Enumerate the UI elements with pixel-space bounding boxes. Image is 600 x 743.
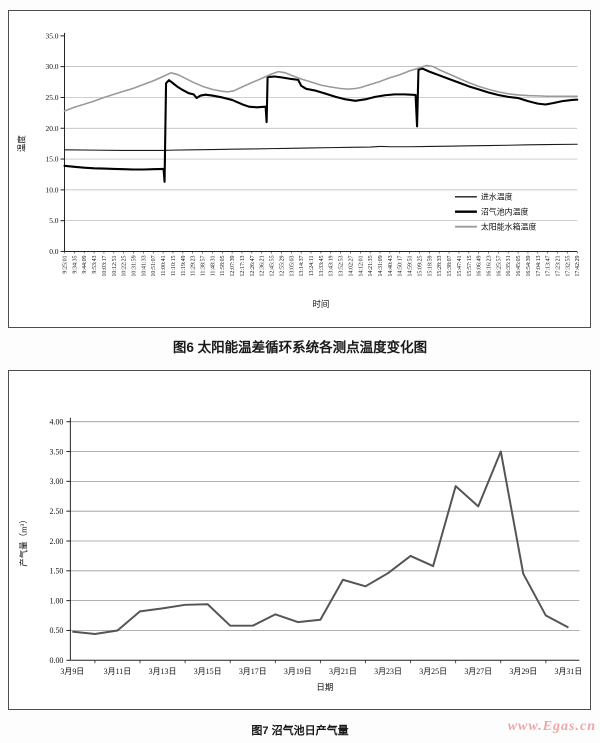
svg-text:进水温度: 进水温度 <box>481 192 513 202</box>
figure-6-caption: 图6 太阳能温差循环系统各测点温度变化图 <box>172 340 428 355</box>
svg-text:10:51:07: 10:51:07 <box>151 255 157 276</box>
svg-text:14:50:17: 14:50:17 <box>398 255 404 276</box>
svg-text:3.00: 3.00 <box>50 477 64 486</box>
svg-text:温度: 温度 <box>17 135 27 152</box>
svg-text:0.00: 0.00 <box>50 656 64 665</box>
svg-text:日期: 日期 <box>316 682 333 692</box>
svg-text:10:22:25: 10:22:25 <box>122 255 128 276</box>
svg-text:14:21:35: 14:21:35 <box>368 255 374 276</box>
svg-text:3月11日: 3月11日 <box>104 667 132 676</box>
svg-text:3月29日: 3月29日 <box>509 667 537 676</box>
svg-text:9:25:01: 9:25:01 <box>62 255 68 273</box>
svg-text:25.0: 25.0 <box>46 93 59 102</box>
svg-text:12:55:29: 12:55:29 <box>279 255 285 276</box>
svg-text:15:57:15: 15:57:15 <box>467 255 473 276</box>
svg-text:2.00: 2.00 <box>50 537 64 546</box>
svg-text:太阳能水箱温度: 太阳能水箱温度 <box>481 221 537 231</box>
svg-text:15:18:59: 15:18:59 <box>427 255 433 276</box>
svg-text:3月21日: 3月21日 <box>329 667 357 676</box>
svg-text:17:32:55: 17:32:55 <box>565 255 571 276</box>
svg-text:13:14:37: 13:14:37 <box>299 255 305 276</box>
svg-text:16:25:57: 16:25:57 <box>496 255 502 276</box>
svg-text:10.0: 10.0 <box>46 185 59 194</box>
svg-text:10:03:17: 10:03:17 <box>102 255 108 276</box>
svg-text:12:26:47: 12:26:47 <box>250 255 256 276</box>
svg-text:15.0: 15.0 <box>46 155 59 164</box>
svg-text:16:16:23: 16:16:23 <box>486 255 492 276</box>
svg-text:0.0: 0.0 <box>49 247 59 256</box>
svg-text:11:29:23: 11:29:23 <box>191 255 197 276</box>
svg-text:沼气池内温度: 沼气池内温度 <box>481 207 529 217</box>
svg-text:3.50: 3.50 <box>50 447 64 456</box>
svg-text:3月27日: 3月27日 <box>464 667 492 676</box>
svg-text:10:12:51: 10:12:51 <box>112 255 118 276</box>
svg-text:11:58:05: 11:58:05 <box>220 255 226 276</box>
svg-text:3月15日: 3月15日 <box>194 667 222 676</box>
svg-text:12:45:55: 12:45:55 <box>270 255 276 276</box>
svg-text:17:13:47: 17:13:47 <box>546 255 552 276</box>
svg-text:15:28:33: 15:28:33 <box>437 255 443 276</box>
svg-text:10:31:59: 10:31:59 <box>132 255 138 276</box>
svg-text:13:24:11: 13:24:11 <box>309 255 315 276</box>
svg-text:3月31日: 3月31日 <box>555 667 583 676</box>
svg-text:13:43:19: 13:43:19 <box>329 255 335 276</box>
svg-text:9:53:43: 9:53:43 <box>92 255 98 273</box>
svg-text:11:00:41: 11:00:41 <box>161 255 167 276</box>
svg-text:3月25日: 3月25日 <box>419 667 447 676</box>
svg-text:14:31:09: 14:31:09 <box>378 255 384 276</box>
svg-text:14:40:43: 14:40:43 <box>388 255 394 276</box>
svg-text:13:52:53: 13:52:53 <box>339 255 345 276</box>
svg-text:13:33:45: 13:33:45 <box>319 255 325 276</box>
svg-text:9:34:35: 9:34:35 <box>72 255 78 273</box>
svg-text:20.0: 20.0 <box>46 124 59 133</box>
svg-text:35.0: 35.0 <box>46 31 59 40</box>
gas-production-chart-svg: 0.00 0.50 1.00 1.50 2.00 2.50 3.00 3.50 4.00 3月9日… <box>19 417 583 692</box>
svg-text:3月23日: 3月23日 <box>374 667 402 676</box>
svg-text:3月9日: 3月9日 <box>60 667 84 676</box>
svg-text:15:38:07: 15:38:07 <box>447 255 453 276</box>
svg-text:0.50: 0.50 <box>50 626 64 635</box>
temperature-chart-svg: 0.0 5.0 10.0 15.0 20.0 25.0 30.0 35.0 9:25:01 9:3… <box>17 31 581 309</box>
svg-text:13:05:03: 13:05:03 <box>289 255 295 276</box>
svg-text:3月19日: 3月19日 <box>284 667 312 676</box>
svg-text:4.00: 4.00 <box>50 417 64 426</box>
svg-text:11:48:31: 11:48:31 <box>210 255 216 276</box>
svg-text:17:42:29: 17:42:29 <box>575 255 581 276</box>
figure-7-panel: 0.00 0.50 1.00 1.50 2.00 2.50 3.00 3.50 4.00 3月9日… <box>8 370 591 710</box>
svg-text:11:38:57: 11:38:57 <box>201 255 207 276</box>
svg-text:3月13日: 3月13日 <box>149 667 177 676</box>
svg-text:17:23:21: 17:23:21 <box>556 255 562 276</box>
svg-text:9:44:09: 9:44:09 <box>82 255 88 273</box>
svg-text:12:36:21: 12:36:21 <box>260 255 266 276</box>
svg-text:17:04:13: 17:04:13 <box>536 255 542 276</box>
svg-text:时间: 时间 <box>312 299 329 309</box>
svg-text:10:41:33: 10:41:33 <box>141 255 147 276</box>
svg-text:14:02:27: 14:02:27 <box>348 255 354 276</box>
svg-text:14:12:01: 14:12:01 <box>358 255 364 276</box>
svg-text:1.00: 1.00 <box>50 596 64 605</box>
svg-text:11:19:49: 11:19:49 <box>181 255 187 276</box>
svg-text:12:17:13: 12:17:13 <box>240 255 246 276</box>
svg-text:30.0: 30.0 <box>46 62 59 71</box>
svg-text:16:54:39: 16:54:39 <box>526 255 532 276</box>
svg-text:15:47:41: 15:47:41 <box>457 255 463 276</box>
svg-text:5.0: 5.0 <box>49 216 59 225</box>
svg-text:11:10:15: 11:10:15 <box>171 255 177 276</box>
figure-7-caption: 图7 沼气池日产气量 <box>251 725 349 737</box>
svg-text:15:09:25: 15:09:25 <box>417 255 423 276</box>
watermark-text: www.Egas.cn <box>507 719 596 734</box>
svg-text:12:07:39: 12:07:39 <box>230 255 236 276</box>
svg-text:2.50: 2.50 <box>50 507 64 516</box>
svg-text:14:59:51: 14:59:51 <box>408 255 414 276</box>
svg-text:16:45:05: 16:45:05 <box>516 255 522 276</box>
svg-text:16:35:31: 16:35:31 <box>506 255 512 276</box>
figure-6-panel: 0.0 5.0 10.0 15.0 20.0 25.0 30.0 35.0 9:25:01 9:3… <box>8 10 591 328</box>
svg-text:产气量（m³）: 产气量（m³） <box>19 515 29 566</box>
svg-text:16:06:49: 16:06:49 <box>477 255 483 276</box>
svg-text:3月17日: 3月17日 <box>239 667 267 676</box>
svg-text:1.50: 1.50 <box>50 567 64 576</box>
